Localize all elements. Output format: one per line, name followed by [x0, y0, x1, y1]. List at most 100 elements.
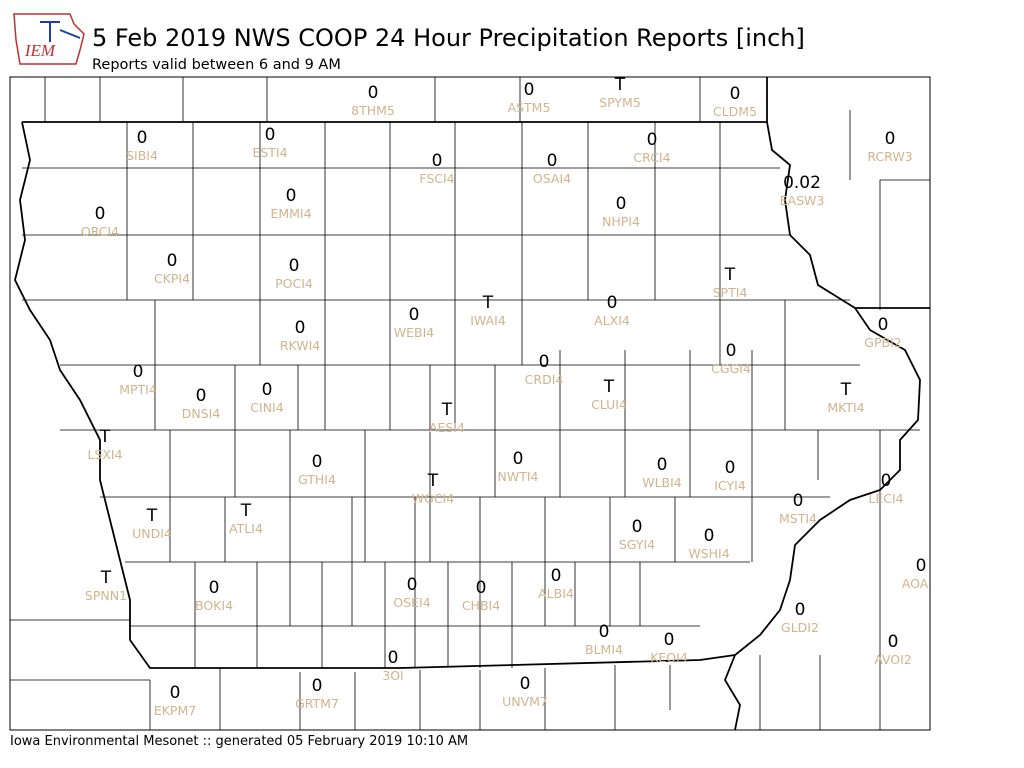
station-value: 0 — [547, 151, 558, 171]
station-value: 0 — [95, 204, 106, 224]
station-id: AOA — [902, 576, 929, 591]
station-value: 0 — [793, 491, 804, 511]
station-value: T — [441, 400, 453, 420]
station-value: 0 — [196, 386, 207, 406]
station-id: BLMI4 — [585, 642, 623, 657]
station-value: 0 — [539, 352, 550, 372]
station-id: GRTM7 — [295, 696, 339, 711]
station-value: 0 — [137, 128, 148, 148]
station-value: 0 — [513, 449, 524, 469]
station-id: NHPI4 — [602, 214, 640, 229]
state-border — [14, 121, 736, 669]
station-value: 0 — [616, 194, 627, 214]
station-id: LECI4 — [868, 491, 903, 506]
station-id: RCRW3 — [867, 149, 912, 164]
station-id: AESI4 — [429, 420, 465, 435]
station-value: 0 — [524, 80, 535, 100]
station-id: CLDM5 — [713, 104, 757, 119]
station-value: 0 — [730, 84, 741, 104]
station-id: ATLI4 — [229, 521, 263, 536]
station-id: ALBI4 — [538, 586, 574, 601]
station-value: 0 — [520, 674, 531, 694]
station-id: GPBI2 — [864, 335, 901, 350]
station-value: 0.02 — [783, 173, 821, 193]
station-value: 0 — [476, 578, 487, 598]
station-id: CGGI4 — [711, 361, 751, 376]
station-value: 0 — [133, 362, 144, 382]
station-id: AVOI2 — [874, 652, 912, 667]
subtitle: Reports valid between 6 and 9 AM — [92, 57, 341, 73]
station-value: 0 — [167, 251, 178, 271]
station-id: SIBI4 — [126, 148, 158, 163]
station-value: T — [724, 265, 736, 285]
station-id: ASTM5 — [508, 100, 551, 115]
station-value: 0 — [312, 452, 323, 472]
station-value: 0 — [265, 125, 276, 145]
county-lines — [10, 77, 930, 730]
station-value: 0 — [388, 648, 399, 668]
station-id: NWTI4 — [498, 469, 539, 484]
station-value: 0 — [607, 293, 618, 313]
station-id: OSEI4 — [393, 595, 430, 610]
station-id: KEOI4 — [650, 650, 688, 665]
station-id: MKTI4 — [827, 400, 864, 415]
footer: Iowa Environmental Mesonet :: generated … — [10, 734, 468, 749]
station-id: FSCI4 — [419, 171, 454, 186]
station-value: 0 — [664, 630, 675, 650]
station-id: EMMI4 — [270, 206, 311, 221]
station-value: 0 — [432, 151, 443, 171]
station-id: EASW3 — [780, 193, 825, 208]
station-id: CHBI4 — [462, 598, 500, 613]
station-id: IWAI4 — [470, 313, 506, 328]
station-value: 0 — [368, 83, 379, 103]
station-value: 0 — [647, 130, 658, 150]
station-value: T — [240, 501, 252, 521]
station-id: CLUI4 — [591, 397, 627, 412]
station-id: BOKI4 — [195, 598, 233, 613]
station-value: 0 — [726, 341, 737, 361]
station-value: 0 — [657, 455, 668, 475]
station-value: T — [100, 568, 112, 588]
station-id: 3OI — [382, 668, 403, 683]
station-value: T — [482, 293, 494, 313]
station-value: 0 — [312, 676, 323, 696]
station-id: CKPI4 — [154, 271, 190, 286]
station-id: MSTI4 — [779, 511, 817, 526]
station-value: 0 — [286, 186, 297, 206]
station-id: ALXI4 — [594, 313, 630, 328]
station-value: T — [840, 380, 852, 400]
station-id: UNDI4 — [132, 526, 172, 541]
station-value: 0 — [407, 575, 418, 595]
station-id: WEBI4 — [394, 325, 435, 340]
station-id: GLDI2 — [781, 620, 819, 635]
station-id: ORCI4 — [81, 224, 119, 239]
station-id: 8THM5 — [351, 103, 395, 118]
station-value: 0 — [209, 578, 220, 598]
logo-text: IEM — [24, 41, 56, 60]
station-value: 0 — [170, 683, 181, 703]
station-value: 0 — [704, 526, 715, 546]
station-value: 0 — [599, 622, 610, 642]
station-id: WSHI4 — [688, 546, 729, 561]
station-value: T — [614, 75, 626, 95]
map-frame — [9, 76, 931, 731]
station-value: T — [99, 427, 111, 447]
station-id: SPNN1 — [85, 588, 127, 603]
station-value: 0 — [632, 517, 643, 537]
station-value: T — [427, 471, 439, 491]
station-value: 0 — [551, 566, 562, 586]
station-value: 0 — [916, 556, 927, 576]
station-value: 0 — [888, 632, 899, 652]
station-value: 0 — [725, 458, 736, 478]
station-value: 0 — [409, 305, 420, 325]
station-id: ESTI4 — [252, 145, 287, 160]
station-value: 0 — [881, 471, 892, 491]
station-id: CINI4 — [250, 400, 283, 415]
station-value: 0 — [795, 600, 806, 620]
station-value: T — [603, 377, 615, 397]
station-value: 0 — [295, 318, 306, 338]
station-id: SGYI4 — [619, 537, 655, 552]
